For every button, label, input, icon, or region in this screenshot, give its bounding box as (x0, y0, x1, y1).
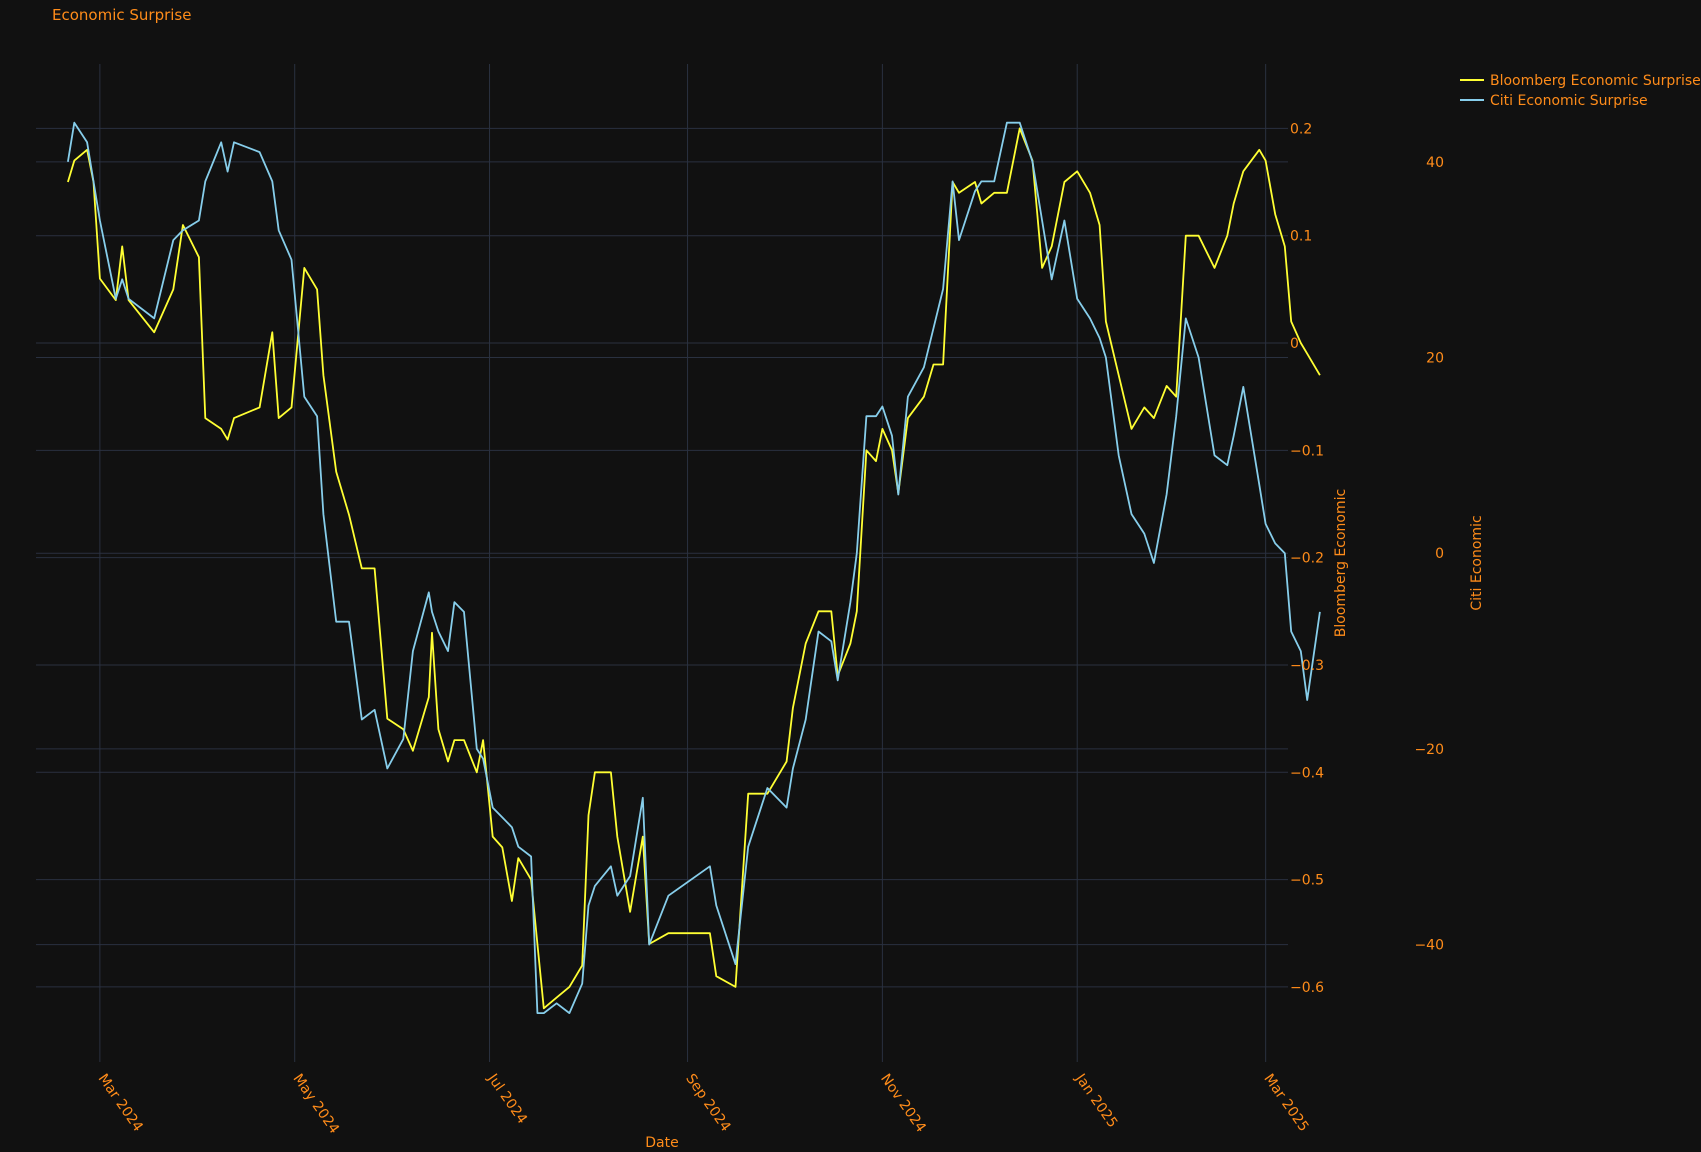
x-tick-label-5: Jan 2025 (1071, 1070, 1120, 1131)
y1-tick-label-6: −0.4 (1290, 765, 1324, 781)
y1-tick-label-1: 0.1 (1290, 229, 1312, 245)
legend: Bloomberg Economic Surprise Citi Economic… (1460, 73, 1701, 109)
legend-label-citi: Citi Economic Surprise (1490, 93, 1648, 109)
series-line-citi (67, 121, 1321, 1014)
legend-label-bloomberg: Bloomberg Economic Surprise (1490, 73, 1701, 89)
y2-axis-title: Citi Economic (1469, 515, 1485, 610)
y1-tick-label-2: 0 (1290, 336, 1299, 352)
y2-tick-label-2: 0 (1435, 546, 1444, 562)
chart-title: Economic Surprise (52, 6, 191, 24)
x-tick-label-4: Nov 2024 (877, 1071, 929, 1135)
series-layer (67, 121, 1321, 1014)
grid-layer (36, 64, 1288, 1062)
y2-tick-label-1: 20 (1426, 351, 1444, 367)
x-axis-ticks: Mar 2024 May 2024 Jul 2024 Sep 2024 Nov 2024… (95, 1070, 1312, 1137)
series-line-bloomberg (67, 127, 1321, 1010)
x-tick-label-3: Sep 2024 (682, 1071, 733, 1135)
y1-tick-label-5: −0.3 (1290, 658, 1324, 674)
y2-tick-label-0: 40 (1426, 155, 1444, 171)
y1-axis-title: Bloomberg Economic (1333, 489, 1349, 637)
y1-axis-ticks: 0.2 0.1 0 −0.1 −0.2 −0.3 −0.4 −0.5 −0.6 (1290, 121, 1324, 995)
y1-tick-label-0: 0.2 (1290, 121, 1312, 137)
y2-tick-label-4: −40 (1414, 938, 1444, 954)
y1-tick-label-7: −0.5 (1290, 873, 1324, 889)
x-axis-title: Date (645, 1135, 678, 1151)
y2-tick-label-3: −20 (1414, 742, 1444, 758)
y2-axis-ticks: 40 20 0 −20 −40 (1414, 155, 1444, 954)
y1-tick-label-3: −0.1 (1290, 443, 1324, 459)
x-tick-label-0: Mar 2024 (95, 1071, 146, 1135)
y1-tick-label-4: −0.2 (1290, 551, 1324, 567)
x-tick-label-6: Mar 2025 (1260, 1071, 1311, 1135)
x-tick-label-1: May 2024 (289, 1071, 342, 1137)
x-tick-label-2: Jul 2024 (484, 1070, 530, 1127)
y1-tick-label-8: −0.6 (1290, 980, 1324, 996)
